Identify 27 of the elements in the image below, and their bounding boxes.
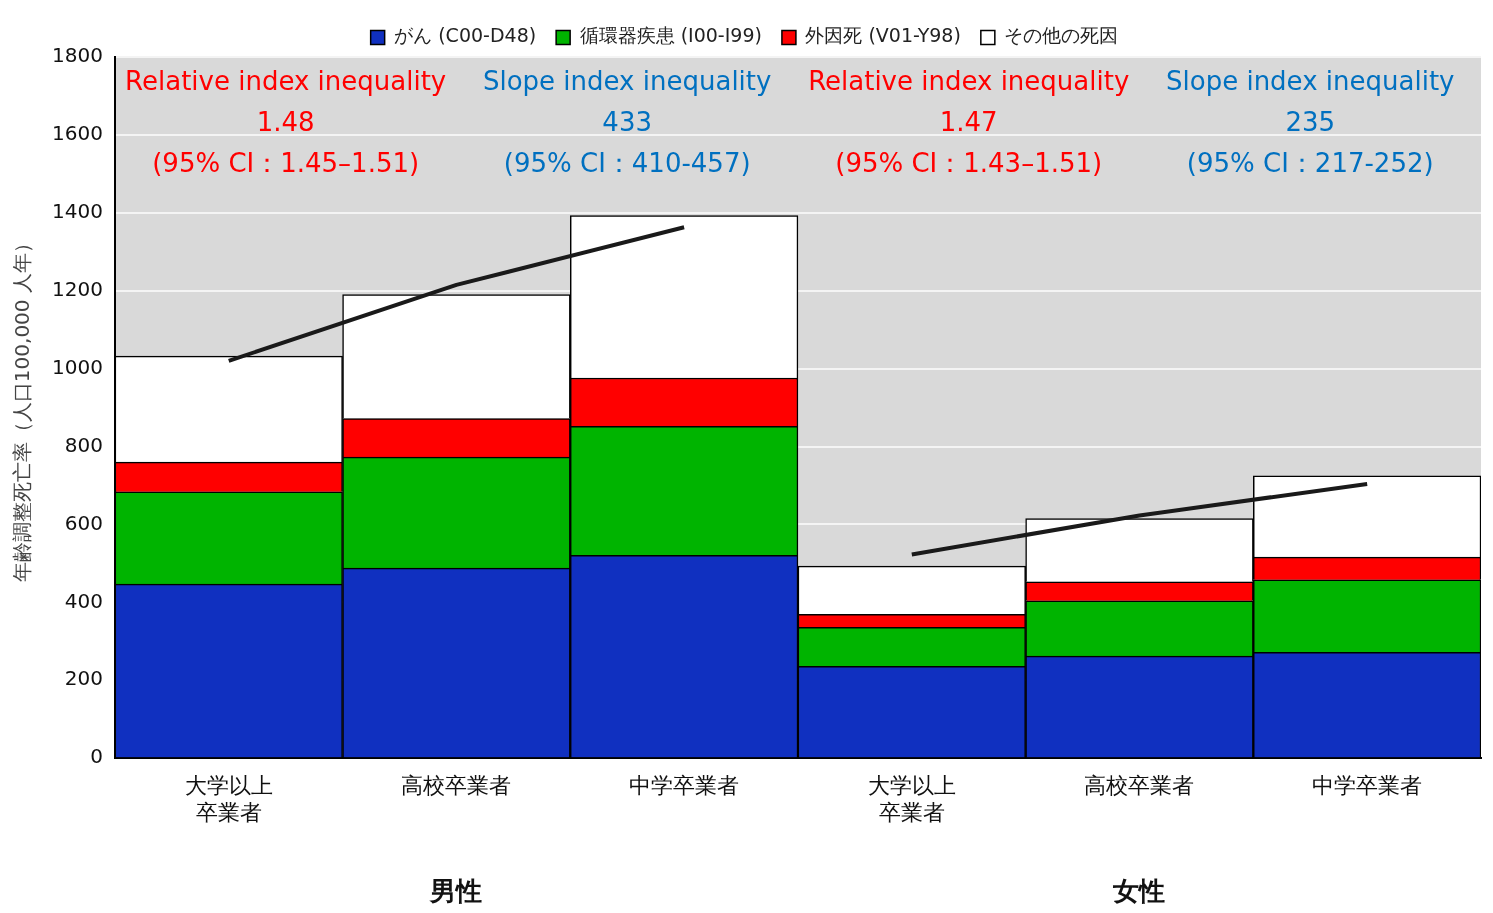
legend-label: その他の死因 [1004,24,1119,47]
legend-label: 外因死 (V01-Y98) [805,24,961,47]
x-tick-label: 高校卒業者 [1084,773,1195,799]
x-tick-label: 中学卒業者 [629,773,740,799]
y-tick-label: 1800 [51,43,103,68]
y-tick-label: 1200 [51,276,103,301]
annotation: Slope index inequality 235 (95% CI：217-252) [1166,65,1455,178]
y-axis-title: 年齢調整死亡率（人口100,000 人年） [10,233,35,583]
text: 女性 [1112,875,1166,906]
y-tick-label: 400 [64,588,103,613]
y-tick-label: 1400 [51,199,103,224]
y-tick-label: 0 [90,744,103,769]
x-tick-label: 高校卒業者 [401,773,512,799]
legend-label: 循環器疾患 (I00-I99) [579,24,762,47]
y-tick-label: 600 [64,510,103,535]
annotation: Relative index inequality 1.47 (95% CI：1.43–1.51) [808,65,1130,178]
legend-label: がん (C00-D48) [394,24,537,47]
y-tick-label: 1600 [51,121,103,146]
annotation: Relative index inequality 1.48 (95% CI：1.45–1.51) [125,65,447,178]
annotation: Slope index inequality 433 (95% CI：410-457) [482,65,772,178]
y-tick-label: 1000 [51,354,103,379]
text: 男性 [429,875,483,906]
x-tick-label: 大学以上卒業者 [184,773,273,825]
x-tick-label: 大学以上卒業者 [867,773,956,825]
x-tick-label: 中学卒業者 [1312,773,1423,799]
y-tick-label: 800 [64,432,103,457]
y-tick-label: 200 [64,666,103,691]
